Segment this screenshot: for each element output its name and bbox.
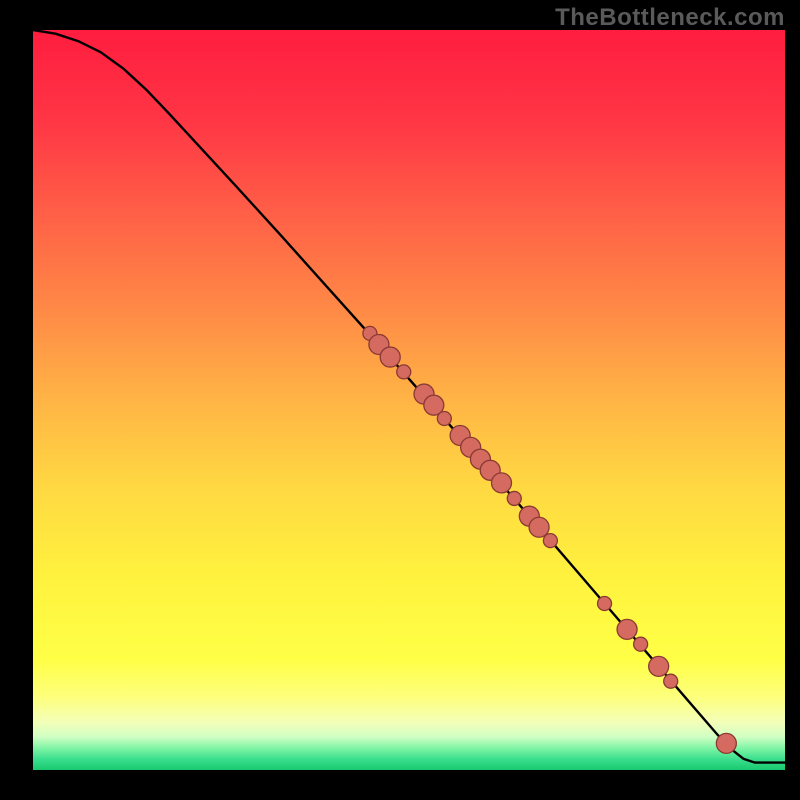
data-point — [397, 365, 411, 379]
data-point — [617, 619, 637, 639]
curve-line — [33, 30, 785, 763]
data-point — [598, 597, 612, 611]
data-point — [437, 412, 451, 426]
data-point — [716, 733, 736, 753]
data-point — [543, 534, 557, 548]
data-markers — [363, 326, 736, 753]
data-point — [507, 491, 521, 505]
watermark-label: TheBottleneck.com — [555, 4, 785, 32]
data-point — [492, 473, 512, 493]
canvas-root: TheBottleneck.com — [0, 0, 800, 800]
data-point — [649, 656, 669, 676]
data-point — [664, 674, 678, 688]
data-point — [380, 347, 400, 367]
chart-plot-area — [33, 30, 785, 770]
chart-overlay — [33, 30, 785, 770]
data-point — [634, 637, 648, 651]
